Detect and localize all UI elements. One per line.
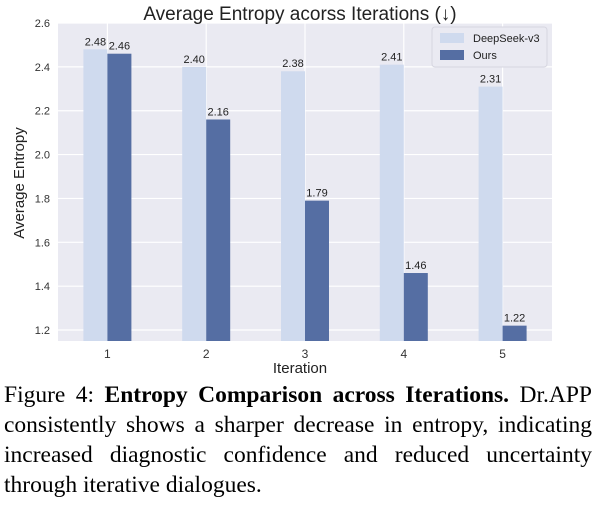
caption-body: Dr.APP consistently shows a sharper decr…	[4, 382, 593, 498]
bar-value-label: 2.46	[109, 41, 130, 53]
bar-deepseek-v3-5	[478, 86, 503, 341]
bar-value-label: 2.48	[85, 36, 106, 48]
y-tick-label: 1.4	[35, 281, 50, 293]
x-tick-label: 4	[400, 347, 407, 361]
y-tick-label: 2.2	[35, 106, 50, 118]
y-tick-label: 1.6	[35, 237, 50, 249]
legend-swatch	[440, 33, 464, 43]
bar-value-labels: 2.48 2.46 2.40 2.16 2.38 1.79 2.41 1.46 2.31 1.22	[85, 36, 526, 324]
bar-value-label: 2.31	[480, 74, 501, 86]
bar-deepseek-v3-2	[182, 66, 207, 342]
bars	[83, 49, 527, 342]
legend: DeepSeek-v3 Ours	[431, 26, 548, 68]
y-tick-label: 1.2	[35, 325, 50, 337]
bar-ours-5	[502, 325, 527, 341]
x-tick-label: 5	[499, 347, 506, 361]
y-axis-ticks: 1.2 1.4 1.6 1.8 2.0 2.2 2.4 2.6	[35, 18, 50, 337]
legend-swatch	[440, 50, 464, 60]
y-axis-label: Average Entropy	[11, 127, 28, 239]
bar-value-label: 1.46	[405, 260, 426, 272]
bar-ours-1	[107, 53, 132, 341]
x-tick-label: 1	[104, 347, 111, 361]
bar-chart: 2.48 2.462.402.162.381.792.411.462.311.22…	[11, 4, 552, 377]
bar-deepseek-v3-4	[379, 64, 404, 341]
bar-deepseek-v3-1	[83, 49, 108, 342]
bar-ours-2	[206, 119, 231, 341]
bar-value-label: 2.16	[207, 106, 228, 118]
bar-value-label: 2.38	[282, 58, 303, 70]
x-axis-label: Iteration	[273, 360, 327, 377]
x-tick-label: 2	[203, 347, 210, 361]
y-tick-label: 2.0	[35, 150, 50, 162]
caption-label: Figure 4:	[4, 382, 95, 408]
chart-title: Average Entropy acorss Iterations (↓)	[143, 4, 456, 25]
y-tick-label: 2.4	[35, 62, 50, 74]
figure-caption: Figure 4: Entropy Comparison across Iter…	[4, 380, 592, 500]
legend-label: Ours	[473, 50, 497, 62]
x-tick-label: 3	[302, 347, 309, 361]
bar-ours-3	[305, 200, 329, 341]
bar-value-label: 1.22	[504, 313, 525, 325]
bar-deepseek-v3-3	[281, 71, 305, 341]
caption-title: Entropy Comparison across Iterations.	[104, 382, 510, 408]
bar-value-label: 2.40	[183, 54, 204, 66]
bar-ours-4	[403, 273, 428, 341]
legend-label: DeepSeek-v3	[473, 33, 540, 45]
bar-value-label: 1.79	[306, 188, 327, 200]
bar-value-label: 2.41	[381, 52, 402, 64]
x-axis-ticks: 1 2 3 4 5	[104, 347, 506, 361]
y-tick-label: 2.6	[35, 18, 50, 30]
y-tick-label: 1.8	[35, 193, 50, 205]
